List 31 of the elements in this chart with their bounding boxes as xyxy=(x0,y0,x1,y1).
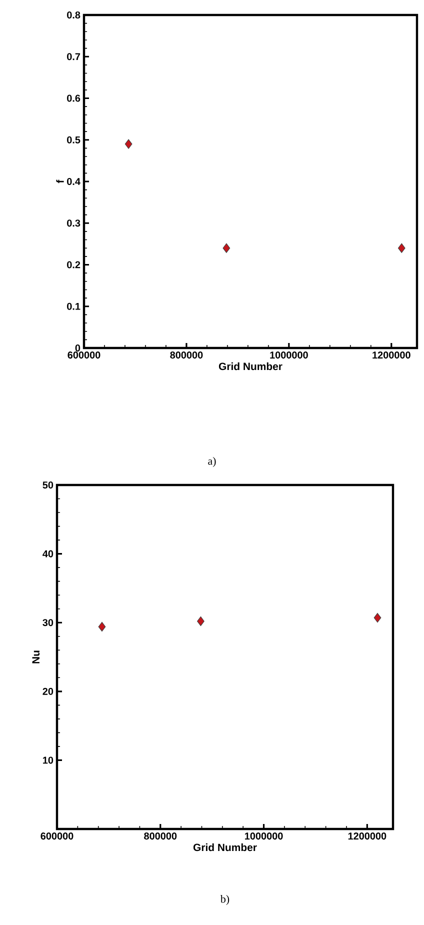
x-axis-title: Grid Number xyxy=(193,843,257,852)
x-tick-label: 1000000 xyxy=(270,352,308,359)
y-tick-label: 40 xyxy=(42,550,54,558)
x-tick-label: 1200000 xyxy=(348,832,386,840)
x-tick-label: 600000 xyxy=(40,832,74,840)
y-tick-label: 0.8 xyxy=(67,11,80,19)
point xyxy=(98,622,106,632)
y-tick-label: 0 xyxy=(75,344,80,352)
y-tick-label: 0.5 xyxy=(67,136,80,144)
y-tick-label: 30 xyxy=(42,619,54,626)
y-tick-label: 10 xyxy=(43,756,54,764)
y-tick-label: 0.4 xyxy=(67,178,80,186)
text: a) xyxy=(208,457,216,467)
text: b) xyxy=(220,895,230,905)
x-tick-label: 800000 xyxy=(170,352,203,359)
y-tick-label: 50 xyxy=(42,481,54,489)
y-tick-label: 0.6 xyxy=(67,94,80,102)
point xyxy=(197,616,204,626)
y-tick-label: 0.2 xyxy=(67,261,80,268)
x-tick-label: 600000 xyxy=(68,352,100,359)
y-tick-label: 0.3 xyxy=(67,220,80,227)
y-tick-label: 0.1 xyxy=(67,302,80,310)
x-tick-label: 1200000 xyxy=(372,352,410,359)
x-axis-title: Grid Number xyxy=(218,362,282,370)
x-tick-label: 800000 xyxy=(144,832,177,840)
y-axis-title: Nu xyxy=(32,650,40,664)
y-tick-label: 20 xyxy=(42,688,54,695)
point xyxy=(374,613,382,623)
y-axis-title: f xyxy=(56,180,64,184)
y-tick-label: 0.7 xyxy=(67,53,80,60)
x-tick-label: 1000000 xyxy=(245,832,283,840)
